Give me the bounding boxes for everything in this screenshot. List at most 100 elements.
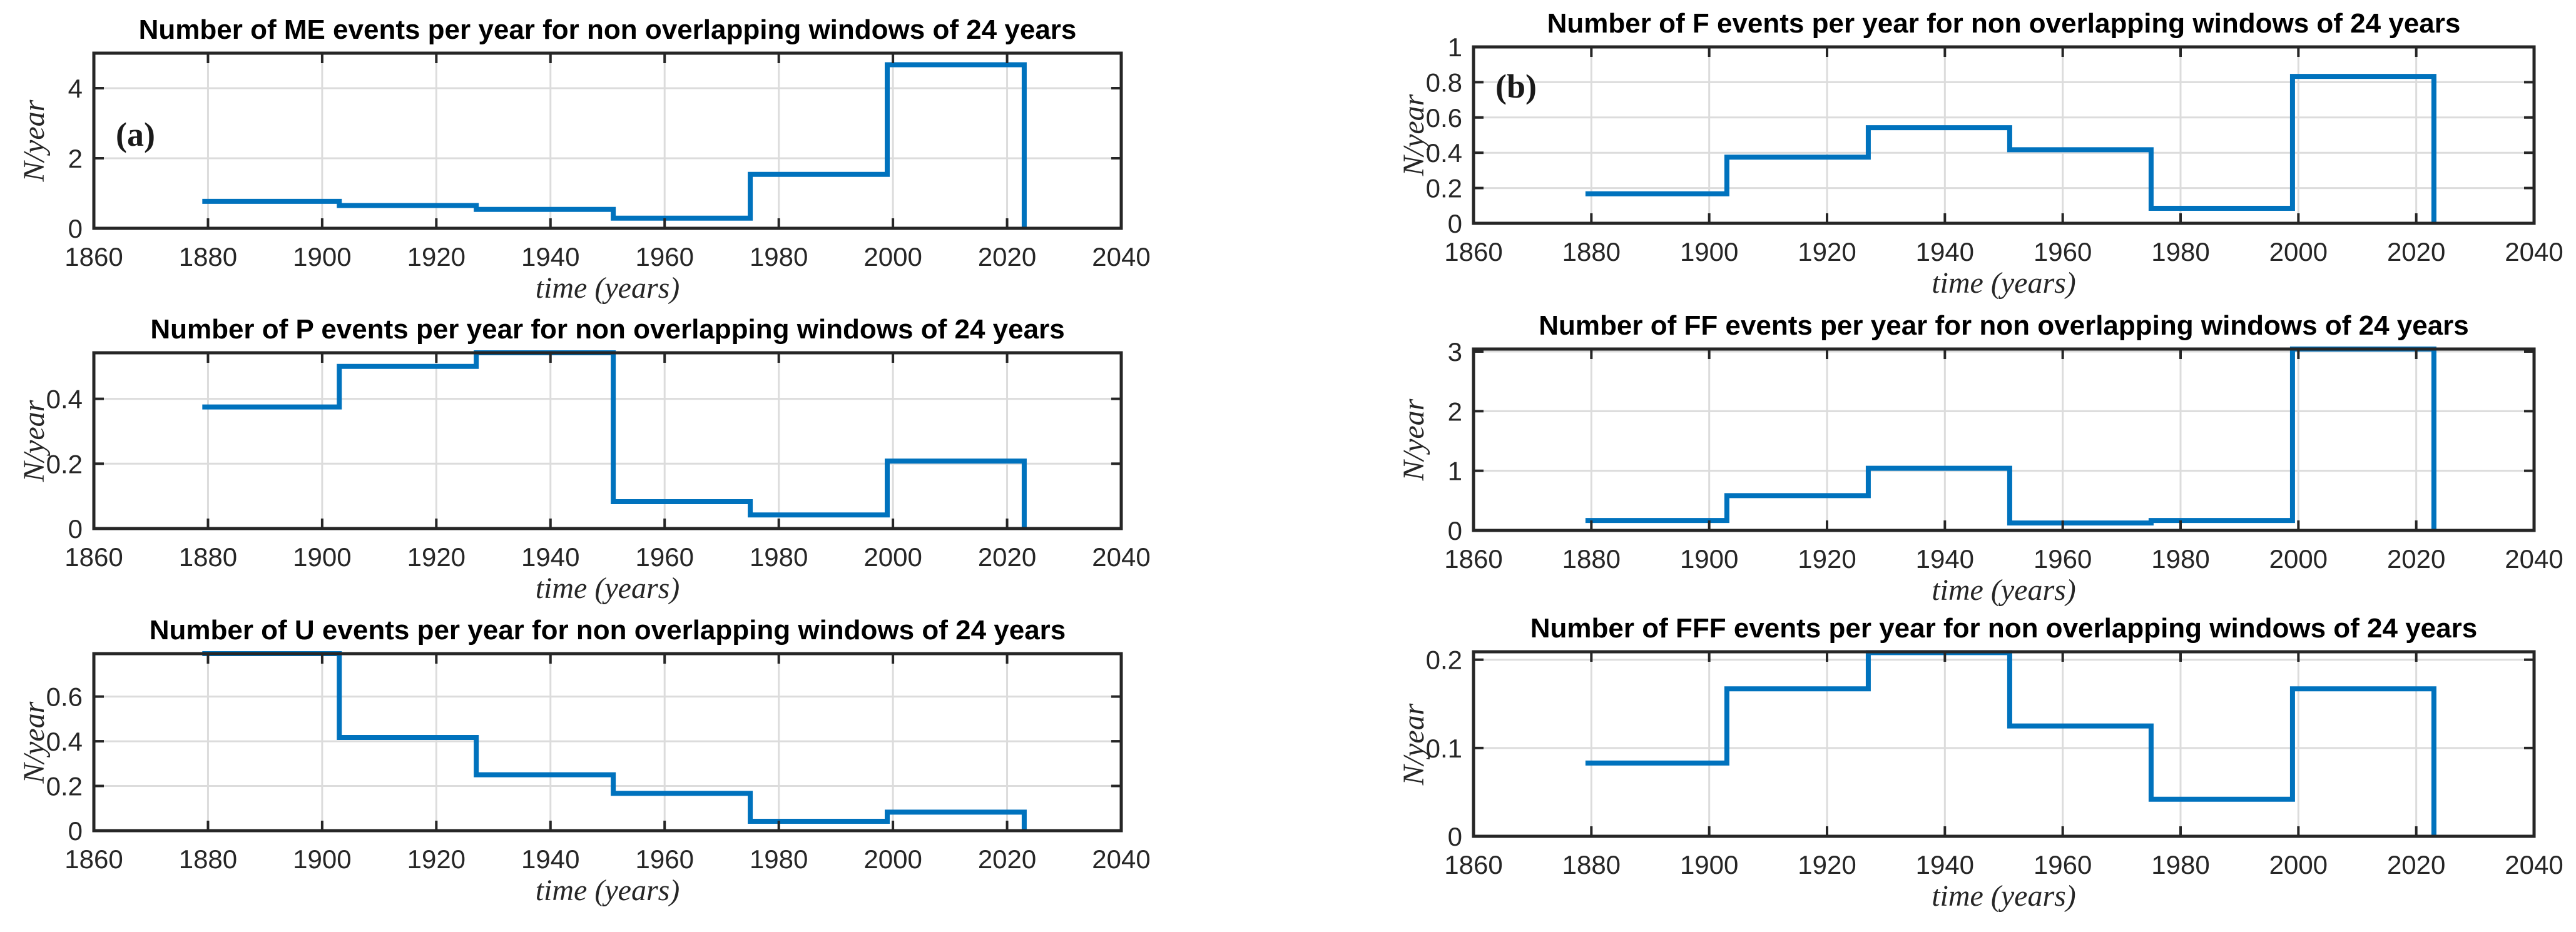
y-tick-label: 0.4 (46, 385, 83, 414)
y-tick-label: 0.2 (46, 772, 83, 801)
x-tick-label: 1920 (1798, 850, 1856, 879)
x-tick-label: 1980 (2151, 237, 2209, 266)
chart-title: Number of U events per year for non over… (149, 615, 1066, 646)
plot-area: 1860 1880 1900 1920 1940 1960 1980 2000 2020 2040… (46, 350, 1151, 572)
plot-area: 1860 1880 1900 1920 1940 1960 1980 2000 2020 2040… (1426, 33, 2563, 266)
step-line (1585, 74, 2436, 223)
plot-area: 1860 1880 1900 1920 1940 1960 1980 2000 2020 2040… (46, 651, 1151, 874)
axes-group: 1860 1880 1900 1920 1940 1960 1980 2000 2020 2040… (1426, 646, 2563, 879)
x-tick-label: 2040 (2505, 237, 2563, 266)
x-tick-label: 1880 (179, 242, 237, 271)
y-tick-label: 1 (1448, 33, 1462, 62)
axes-group: 1860 1880 1900 1920 1940 1960 1980 2000 2020 2040… (1426, 33, 2563, 266)
x-tick-label: 2000 (2269, 237, 2328, 266)
plot-frame (1472, 45, 2536, 225)
plot-area: 1860 1880 1900 1920 1940 1960 1980 2000 2020 2040… (1444, 337, 2563, 574)
x-tick-label: 1880 (179, 542, 237, 572)
x-tick-label: 1900 (1680, 850, 1738, 879)
x-tick-label: 1900 (293, 844, 351, 874)
y-tick-label: 0 (1448, 516, 1462, 545)
y-tick-label: 1 (1448, 457, 1462, 486)
y-tick-label: 2 (1448, 397, 1462, 426)
x-tick-label: 1880 (179, 844, 237, 874)
x-tick-label: 1980 (2151, 544, 2209, 574)
y-tick-label: 2 (68, 144, 83, 173)
x-axis-label: time (years) (535, 874, 680, 907)
x-tick-label: 1920 (407, 242, 466, 271)
plot-frame (92, 351, 1123, 530)
chart-title: Number of FF events per year for non ove… (1539, 310, 2469, 341)
x-tick-label: 1960 (2034, 850, 2092, 879)
y-tick-label: 4 (68, 74, 83, 103)
x-tick-label: 1940 (1916, 544, 1974, 574)
x-tick-label: 1940 (521, 242, 579, 271)
x-tick-label: 2000 (863, 844, 922, 874)
y-tick-label: 0.4 (46, 727, 83, 756)
x-tick-label: 1940 (1916, 237, 1974, 266)
x-tick-label: 2040 (1092, 542, 1150, 572)
x-tick-label: 1900 (1680, 237, 1738, 266)
x-tick-label: 1860 (1444, 850, 1502, 879)
step-line (1585, 650, 2436, 836)
plot-frame (1472, 650, 2536, 838)
x-axis-label: time (years) (535, 271, 680, 305)
x-tick-label: 2000 (863, 242, 922, 271)
axes-group: 1860 1880 1900 1920 1940 1960 1980 2000 2020 2040… (1444, 337, 2563, 574)
y-tick-label: 0 (68, 214, 83, 243)
chart-title: Number of FFF events per year for non ov… (1530, 613, 2478, 644)
x-tick-label: 1980 (750, 242, 808, 271)
x-tick-label: 2040 (1092, 242, 1150, 271)
y-tick-label: 0.4 (1426, 138, 1462, 168)
y-tick-label: 0 (1448, 209, 1462, 238)
x-tick-label: 1960 (2034, 237, 2092, 266)
chart-title: Number of ME events per year for non ove… (138, 14, 1077, 45)
y-tick-label: 0.6 (46, 682, 83, 712)
plot-area: 1860 1880 1900 1920 1940 1960 1980 2000 2020 2040… (1426, 646, 2563, 879)
axes-group: 1860 1880 1900 1920 1940 1960 1980 2000 2020 2040… (46, 651, 1151, 874)
x-tick-label: 1920 (407, 542, 466, 572)
x-axis-label: time (years) (1932, 574, 2076, 607)
y-tick-label: 0.6 (1426, 103, 1462, 133)
x-tick-label: 1960 (636, 242, 694, 271)
x-tick-label: 1960 (636, 542, 694, 572)
y-tick-label: 3 (1448, 337, 1462, 367)
y-tick-label: 0.1 (1426, 734, 1462, 763)
x-tick-label: 1980 (750, 844, 808, 874)
x-tick-label: 1960 (636, 844, 694, 874)
x-tick-label: 1900 (1680, 544, 1738, 574)
y-tick-label: 0 (68, 514, 83, 544)
plot-frame (92, 51, 1123, 230)
x-tick-label: 2040 (1092, 844, 1150, 874)
x-tick-label: 2020 (978, 242, 1036, 271)
x-tick-label: 1940 (1916, 850, 1974, 879)
axes-group: 1860 1880 1900 1920 1940 1960 1980 2000 2020 2040… (46, 350, 1151, 572)
x-tick-label: 1920 (407, 844, 466, 874)
step-line (202, 62, 1027, 228)
axes-group: 1860 1880 1900 1920 1940 1960 1980 2000 2020 2040… (64, 51, 1151, 271)
x-tick-label: 1940 (521, 542, 579, 572)
x-tick-label: 1900 (293, 542, 351, 572)
x-tick-label: 1880 (1562, 544, 1621, 574)
x-tick-label: 1960 (2034, 544, 2092, 574)
y-tick-label: 0 (1448, 822, 1462, 851)
x-tick-label: 1880 (1562, 850, 1621, 879)
x-axis-label: time (years) (535, 572, 680, 605)
x-tick-label: 2020 (2387, 237, 2445, 266)
x-tick-label: 1920 (1798, 544, 1856, 574)
x-tick-label: 1940 (521, 844, 579, 874)
x-tick-label: 1980 (2151, 850, 2209, 879)
plot-area: 1860 1880 1900 1920 1940 1960 1980 2000 2020 2040… (64, 51, 1151, 271)
x-tick-label: 2020 (2387, 850, 2445, 879)
panel-letter-a: (a) (116, 116, 155, 153)
x-tick-label: 1920 (1798, 237, 1856, 266)
x-tick-label: 2020 (2387, 544, 2445, 574)
x-axis-label: time (years) (1932, 266, 2076, 300)
x-axis-label: time (years) (1932, 879, 2076, 913)
y-tick-label: 0 (68, 816, 83, 846)
